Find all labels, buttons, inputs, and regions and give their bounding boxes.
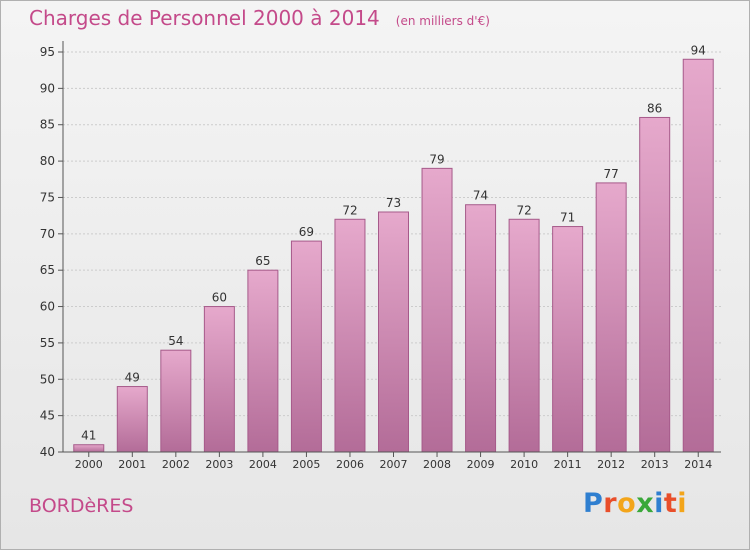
x-tick-label: 2002 — [162, 458, 190, 471]
data-label: 94 — [691, 43, 706, 57]
y-tick-label: 50 — [40, 372, 55, 386]
data-label: 65 — [255, 254, 270, 268]
bar — [334, 218, 366, 453]
chart-subtitle: (en milliers d'€) — [395, 14, 490, 28]
x-tick-label: 2004 — [249, 458, 277, 471]
bar — [508, 218, 540, 453]
data-label: 73 — [386, 196, 401, 210]
bar — [116, 386, 148, 453]
bar — [639, 116, 671, 453]
data-label: 72 — [342, 203, 357, 217]
logo-letter: r — [603, 488, 618, 519]
x-tick-label: 2013 — [641, 458, 669, 471]
bar — [290, 240, 322, 453]
proxiti-logo: Proxiti — [583, 488, 687, 519]
data-label: 60 — [212, 291, 227, 305]
y-tick-label: 70 — [40, 227, 55, 241]
bar — [73, 444, 105, 453]
bar — [682, 58, 714, 453]
data-label: 72 — [516, 203, 531, 217]
logo-letter: P — [583, 488, 604, 519]
bar — [378, 211, 409, 453]
x-tick-label: 2011 — [554, 458, 582, 471]
data-label: 79 — [429, 152, 444, 166]
y-tick-label: 45 — [40, 409, 55, 423]
bar — [247, 269, 279, 453]
data-label: 49 — [125, 371, 140, 385]
x-tick-label: 2007 — [380, 458, 408, 471]
axes: 40 45 50 55 60 65 70 75 80 85 90 95 2000 2001 2002 2003… — [40, 41, 721, 471]
x-tick-label: 2012 — [597, 458, 625, 471]
bar — [421, 167, 453, 453]
y-tick-label: 80 — [40, 154, 55, 168]
x-tick-label: 2014 — [684, 458, 712, 471]
y-tick-label: 60 — [40, 300, 55, 314]
data-label: 54 — [168, 334, 183, 348]
chart-title: Charges de Personnel 2000 à 2014 — [29, 6, 380, 30]
logo-letter: t — [663, 488, 678, 519]
bar — [552, 226, 584, 453]
y-tick-label: 85 — [40, 118, 55, 132]
bar — [203, 306, 235, 453]
x-tick-label: 2000 — [75, 458, 103, 471]
x-tick-label: 2005 — [292, 458, 320, 471]
x-tick-label: 2010 — [510, 458, 538, 471]
data-label: 74 — [473, 189, 488, 203]
logo-letter: i — [677, 488, 688, 519]
y-tick-label: 95 — [40, 45, 55, 59]
city-name: BORDèRES — [29, 495, 134, 517]
data-label: 71 — [560, 211, 575, 225]
y-tick-label: 75 — [40, 190, 55, 204]
y-tick-label: 90 — [40, 81, 55, 95]
x-tick-label: 2008 — [423, 458, 451, 471]
bars: 41 49 54 60 65 69 72 73 79 74 72 71 77 86 94 — [73, 43, 714, 453]
bar — [595, 182, 627, 453]
y-tick-label: 65 — [40, 263, 55, 277]
x-tick-label: 2009 — [467, 458, 495, 471]
data-label: 86 — [647, 101, 662, 115]
y-tick-label: 40 — [40, 445, 55, 459]
logo-letter: o — [617, 488, 637, 519]
x-tick-label: 2006 — [336, 458, 364, 471]
chart-title-block: Charges de Personnel 2000 à 2014 (en mill… — [29, 6, 490, 30]
data-label: 69 — [299, 225, 314, 239]
data-label: 77 — [604, 167, 619, 181]
y-tick-label: 55 — [40, 336, 55, 350]
bar — [465, 204, 497, 453]
bar — [160, 349, 192, 453]
logo-letter: x — [636, 488, 655, 519]
x-tick-label: 2001 — [118, 458, 146, 471]
x-tick-label: 2003 — [205, 458, 233, 471]
data-label: 41 — [81, 429, 96, 443]
logo-letter: i — [654, 488, 664, 519]
